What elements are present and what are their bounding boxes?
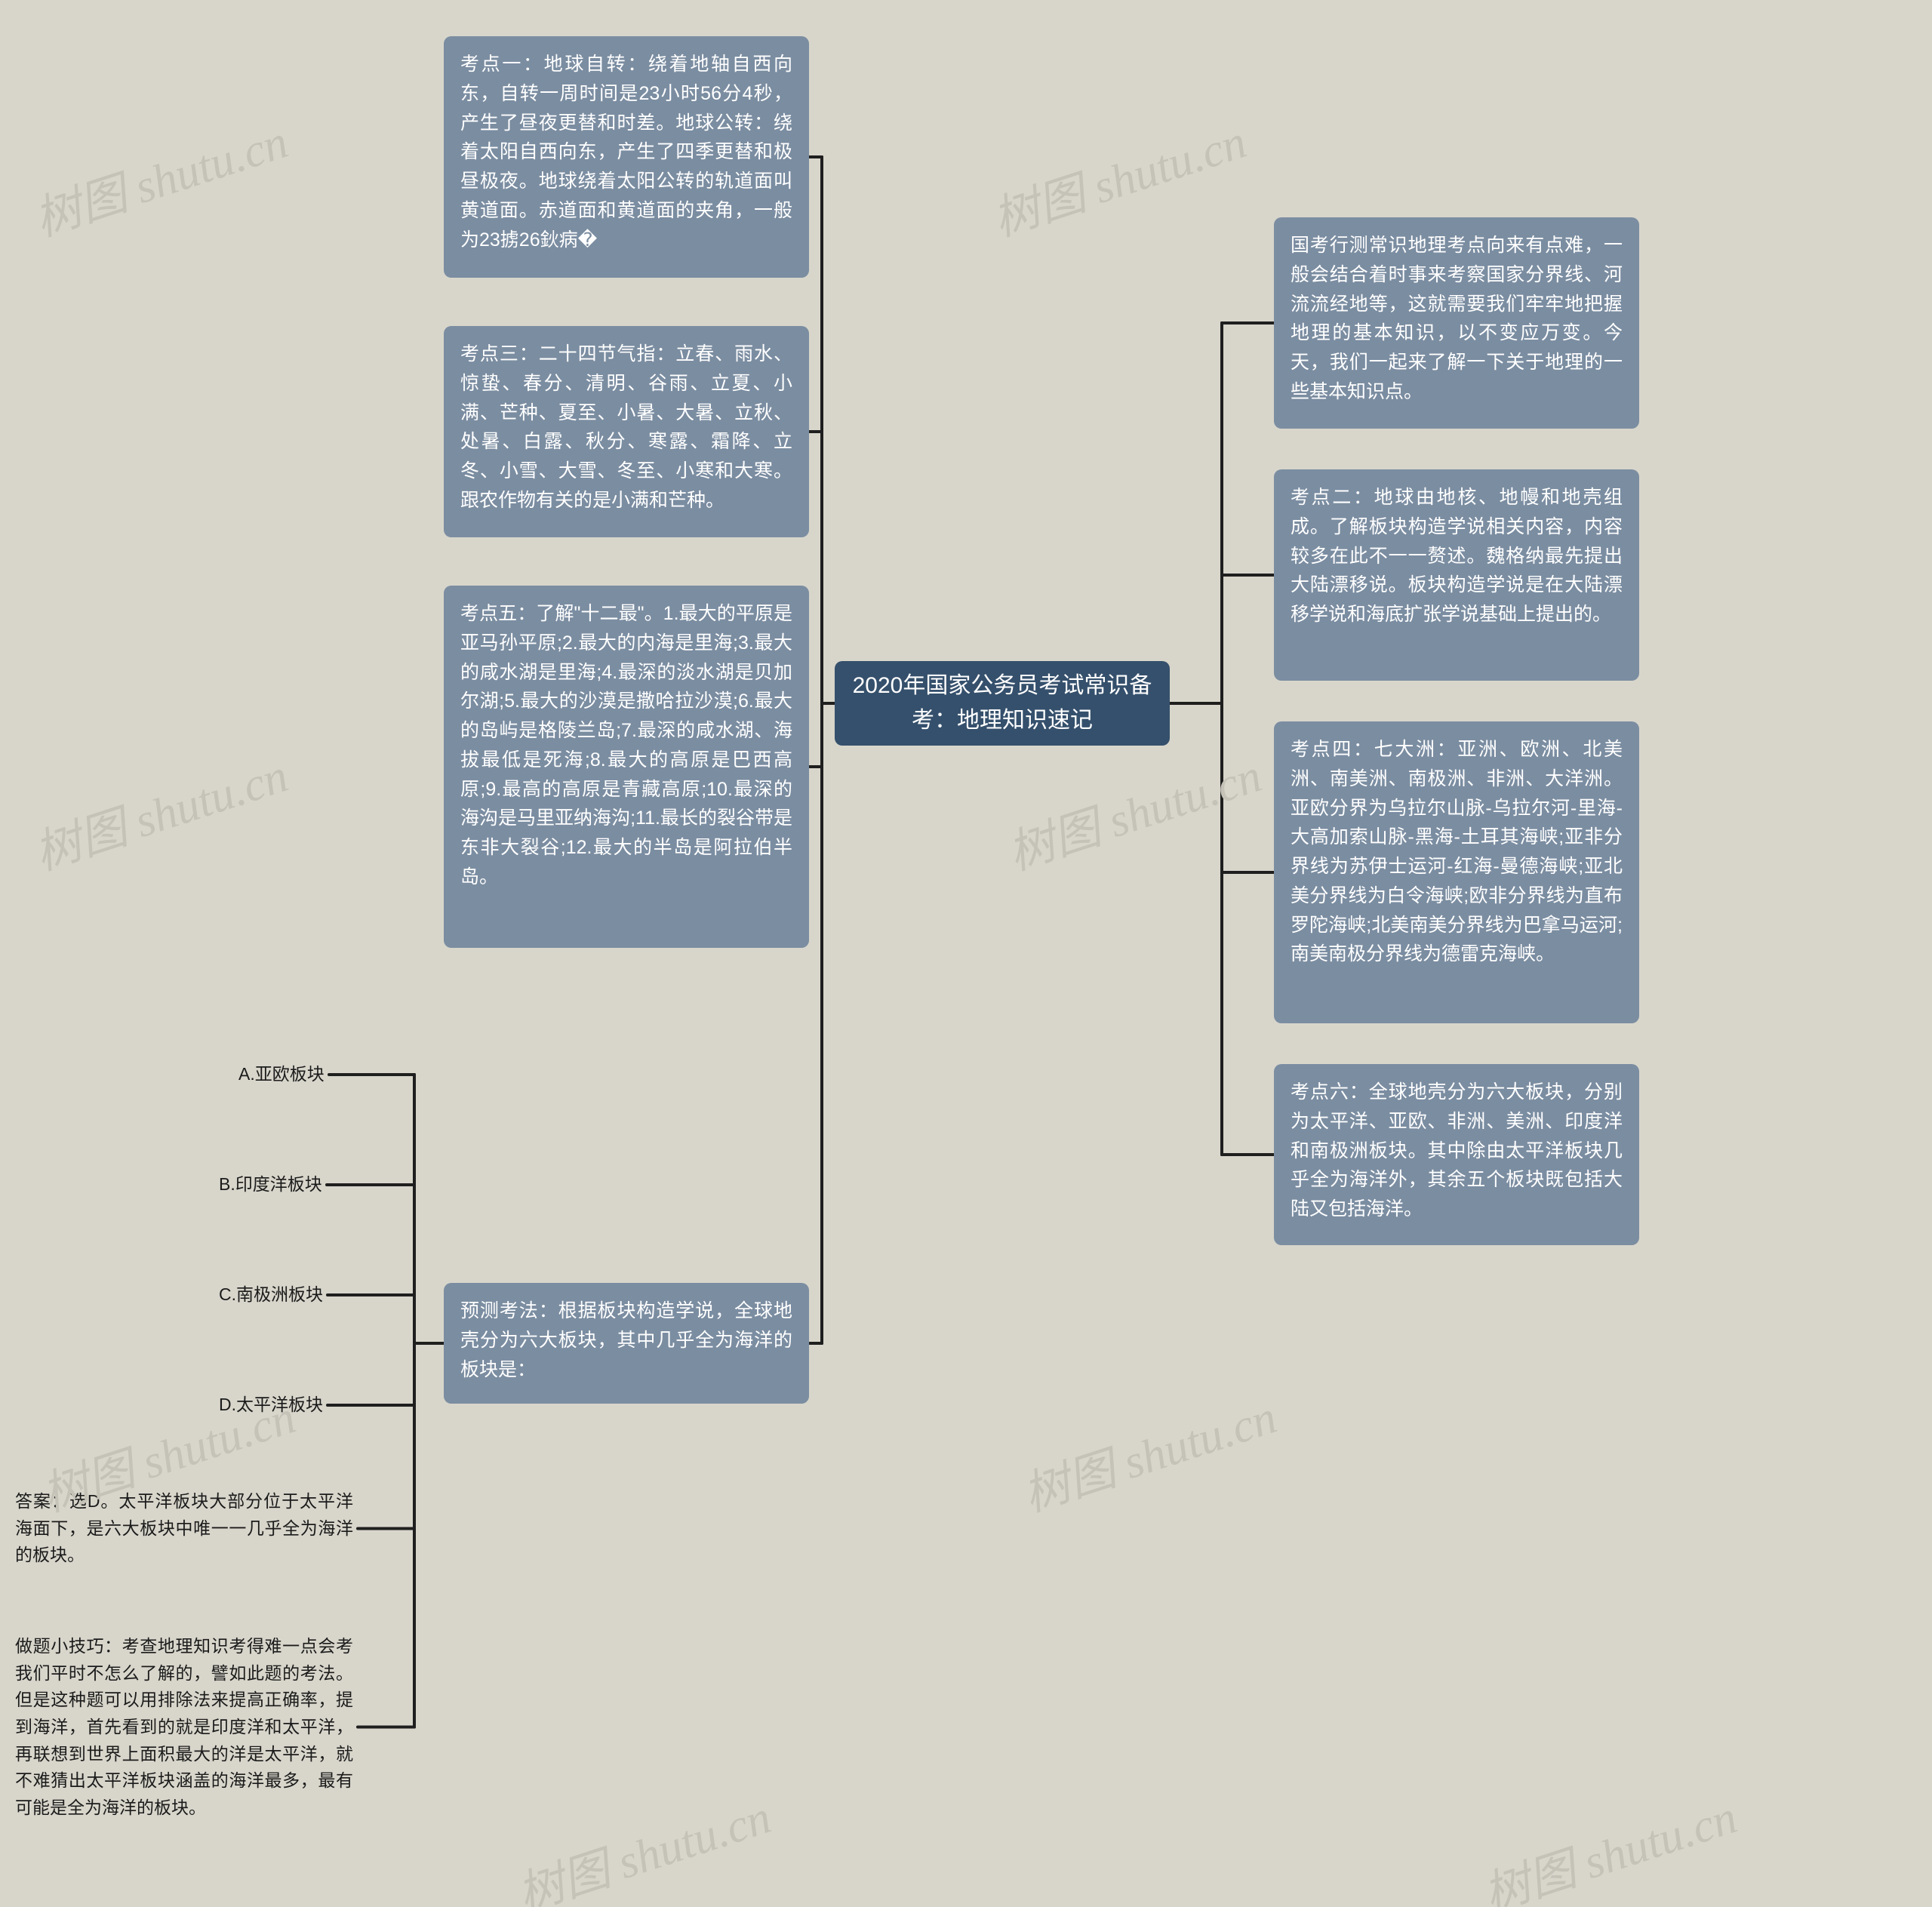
mindmap-node: 考点一：地球自转：绕着地轴自西向东，自转一周时间是23小时56分4秒，产生了昼夜…: [444, 36, 809, 278]
mindmap-node-text: 考点二：地球由地核、地幔和地壳组成。了解板块构造学说相关内容，内容较多在此不一一…: [1291, 487, 1623, 625]
option-node: 做题小技巧：考查地理知识考得难一点会考我们平时不怎么了解的，譬如此题的考法。但是…: [11, 1630, 358, 1824]
mindmap-node: 考点二：地球由地核、地幔和地壳组成。了解板块构造学说相关内容，内容较多在此不一一…: [1274, 469, 1639, 681]
option-node: D.太平洋板块: [214, 1389, 328, 1422]
mindmap-node-text: 考点四：七大洲：亚洲、欧洲、北美洲、南美洲、南极洲、非洲、大洋洲。亚欧分界为乌拉…: [1291, 739, 1623, 964]
mindmap-node: 考点六：全球地壳分为六大板块，分别为太平洋、亚欧、非洲、美洲、印度洋和南极洲板块…: [1274, 1064, 1639, 1245]
option-node: A.亚欧板块: [234, 1058, 329, 1091]
option-node: C.南极洲板块: [214, 1278, 328, 1312]
mindmap-node-text: 考点三：二十四节气指：立春、雨水、惊蛰、春分、清明、谷雨、立夏、小满、芒种、夏至…: [460, 343, 792, 511]
center-node: 2020年国家公务员考试常识备考：地理知识速记: [835, 661, 1170, 746]
mindmap-node-text: 考点一：地球自转：绕着地轴自西向东，自转一周时间是23小时56分4秒，产生了昼夜…: [460, 54, 792, 251]
mindmap-node: 考点四：七大洲：亚洲、欧洲、北美洲、南美洲、南极洲、非洲、大洋洲。亚欧分界为乌拉…: [1274, 721, 1639, 1023]
watermark: 树图 shutu.cn: [983, 103, 1254, 249]
mindmap-node-text: 国考行测常识地理考点向来有点难，一般会结合着时事来考察国家分界线、河流流经地等，…: [1291, 235, 1623, 402]
mindmap-node-text: 考点六：全球地壳分为六大板块，分别为太平洋、亚欧、非洲、美洲、印度洋和南极洲板块…: [1291, 1081, 1623, 1220]
option-node: B.印度洋板块: [214, 1168, 327, 1201]
mindmap-node: 考点三：二十四节气指：立春、雨水、惊蛰、春分、清明、谷雨、立夏、小满、芒种、夏至…: [444, 326, 809, 537]
watermark: 树图 shutu.cn: [24, 737, 295, 883]
connector-layer: [0, 0, 1932, 1907]
watermark: 树图 shutu.cn: [24, 103, 295, 249]
watermark: 树图 shutu.cn: [1473, 1779, 1744, 1907]
watermark: 树图 shutu.cn: [507, 1779, 778, 1907]
center-node-text: 2020年国家公务员考试常识备考：地理知识速记: [851, 669, 1153, 739]
mindmap-node-text: 考点五：了解"十二最"。1.最大的平原是亚马孙平原;2.最大的内海是里海;3.最…: [460, 603, 792, 887]
mindmap-node: 预测考法：根据板块构造学说，全球地壳分为六大板块，其中几乎全为海洋的板块是：: [444, 1283, 809, 1404]
mindmap-node: 国考行测常识地理考点向来有点难，一般会结合着时事来考察国家分界线、河流流经地等，…: [1274, 217, 1639, 429]
mindmap-node-text: 预测考法：根据板块构造学说，全球地壳分为六大板块，其中几乎全为海洋的板块是：: [460, 1300, 792, 1380]
mindmap-node: 考点五：了解"十二最"。1.最大的平原是亚马孙平原;2.最大的内海是里海;3.最…: [444, 586, 809, 948]
watermark: 树图 shutu.cn: [1013, 1379, 1284, 1524]
watermark: 树图 shutu.cn: [998, 737, 1269, 883]
option-node: 答案：选D。太平洋板块大部分位于太平洋海面下，是六大板块中唯一一几乎全为海洋的板…: [11, 1485, 358, 1572]
